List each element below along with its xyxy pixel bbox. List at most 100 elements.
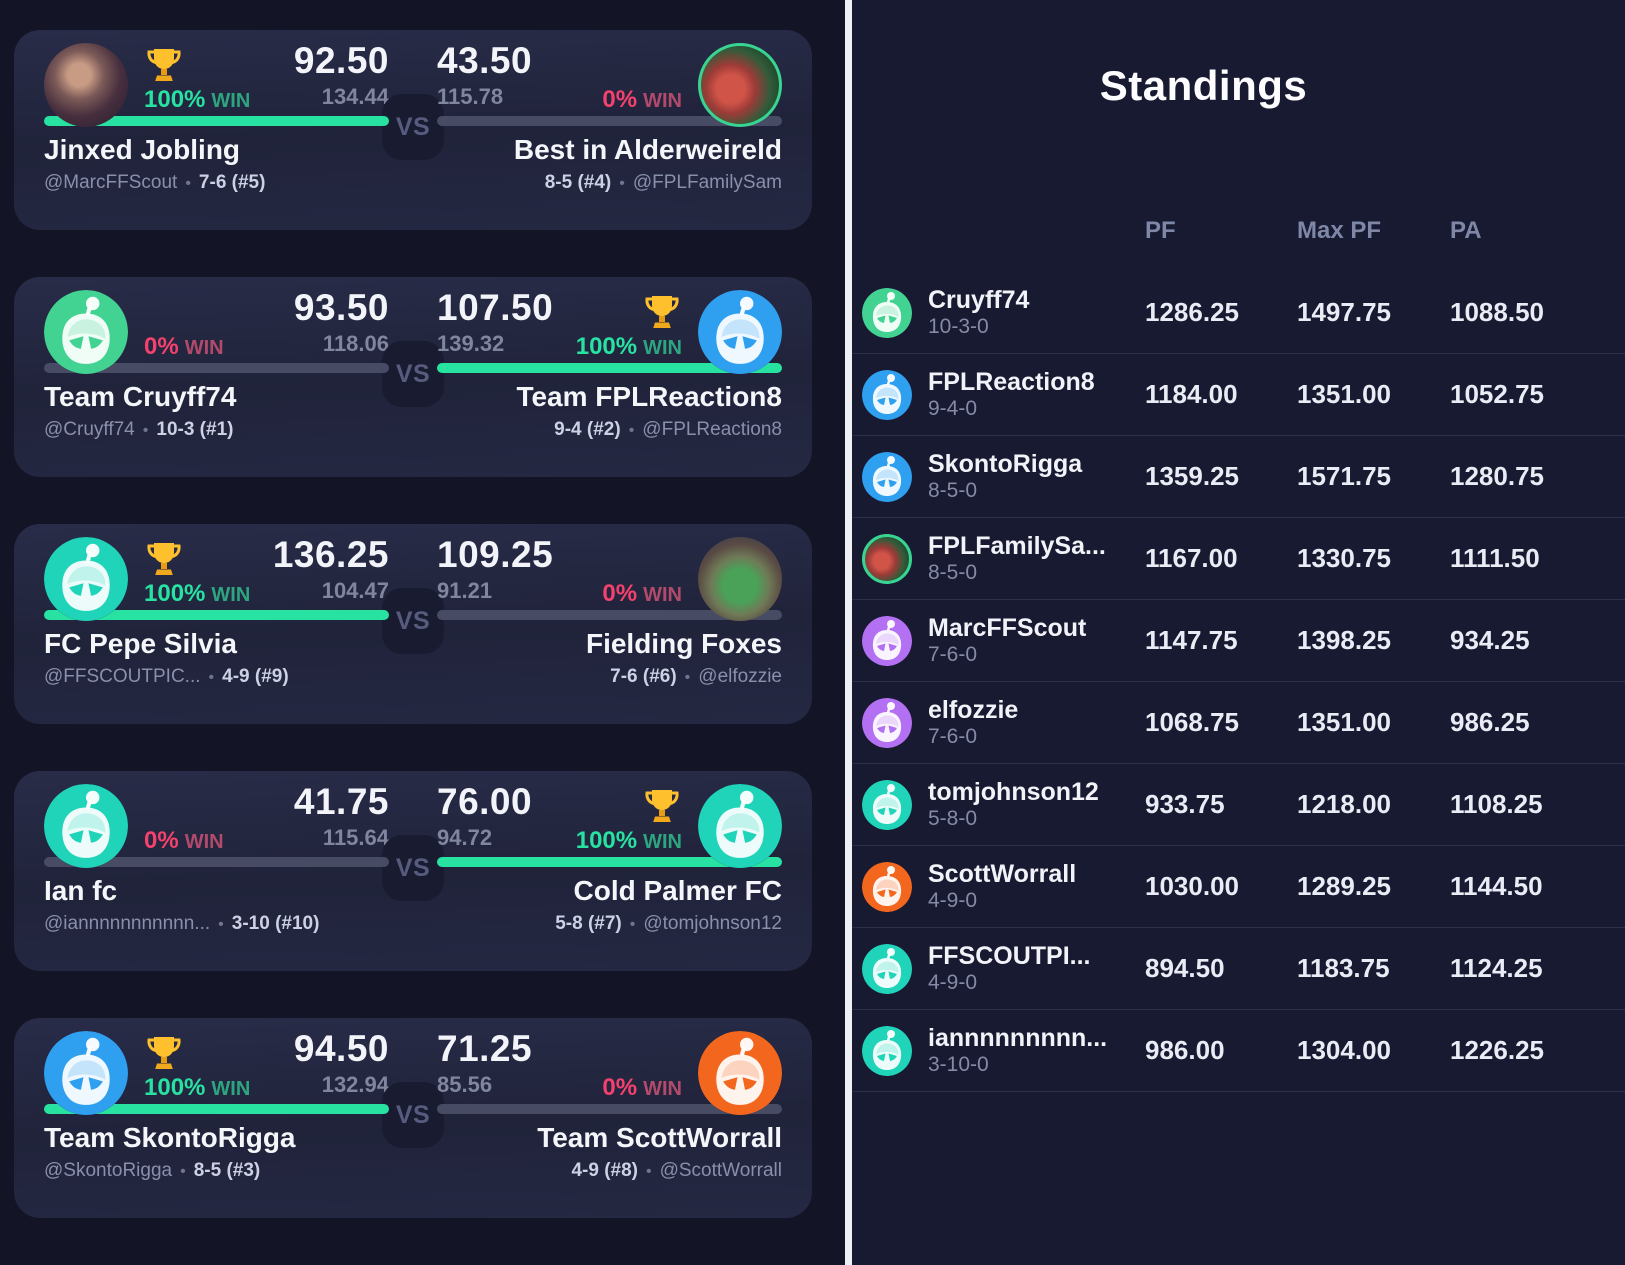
matchup-team-right[interactable]: 0% WIN 43.50 115.78 Best in Alderweireld … [437, 30, 782, 230]
matchup-team-right[interactable]: 0% WIN 109.25 91.21 Fielding Foxes 7-6 (#… [437, 524, 782, 724]
max-pf-value: 1351.00 [1297, 707, 1391, 737]
win-probability-bar [44, 1104, 389, 1114]
team-name: Ian fc [44, 875, 118, 906]
separator-dot: • [645, 1163, 652, 1180]
win-probability-bar [437, 116, 782, 126]
projected-score: 139.32 [437, 331, 505, 356]
team-name: FC Pepe Silvia [44, 628, 237, 659]
standings-row[interactable]: iannnnnnnnn... 3-10-0 986.00 1304.00 122… [852, 1010, 1625, 1092]
standings-title: Standings [1099, 62, 1308, 109]
win-probability-block: 100% WIN [576, 785, 682, 855]
standings-team-cell: ScottWorrall 4-9-0 [862, 860, 1145, 913]
projected-score: 104.47 [321, 578, 389, 603]
trophy-icon [642, 785, 682, 825]
matchup-center: VS [382, 1018, 444, 1218]
vs-badge: VS [382, 94, 444, 160]
matchup-team-left[interactable]: 100% WIN 92.50 134.44 Jinxed Jobling @Mar… [44, 30, 389, 230]
separator-dot: • [218, 916, 224, 933]
win-probability-bar [437, 610, 782, 620]
matchup-team-right[interactable]: 100% WIN 76.00 94.72 Cold Palmer FC 5-8 (… [437, 771, 782, 971]
team-handle: @Cruyff74 [44, 419, 135, 440]
standings-row[interactable]: elfozzie 7-6-0 1068.75 1351.00 986.25 [852, 682, 1625, 764]
matchup-card[interactable]: 100% WIN 136.25 104.47 FC Pepe Silvia @FF… [14, 524, 812, 724]
standings-team-cell: FPLReaction8 9-4-0 [862, 368, 1145, 421]
team-record: 4-9 (#8) [571, 1160, 638, 1181]
pf-value: 933.75 [1145, 789, 1225, 819]
win-probability-block: 100% WIN [144, 1032, 250, 1102]
vs-badge: VS [382, 341, 444, 407]
team-record: 8-5-0 [928, 561, 978, 584]
matchup-card[interactable]: 0% WIN 93.50 118.06 Team Cruyff74 @Cruyff… [14, 277, 812, 477]
pa-value: 1111.50 [1450, 543, 1540, 573]
matchup-team-left[interactable]: 100% WIN 136.25 104.47 FC Pepe Silvia @FF… [44, 524, 389, 724]
live-score: 92.50 [293, 40, 389, 81]
separator-dot: • [142, 422, 149, 439]
team-name: Team Cruyff74 [44, 381, 237, 412]
live-score: 41.75 [293, 781, 389, 822]
team-meta: 8-5 (#4) • @FPLFamilySam [437, 172, 782, 194]
standings-row[interactable]: FPLReaction8 9-4-0 1184.00 1351.00 1052.… [852, 354, 1625, 436]
pf-value: 986.00 [1145, 1035, 1225, 1065]
team-name: tomjohnson12 [928, 778, 1099, 806]
standings-team-cell: FPLFamilySa... 8-5-0 [862, 532, 1145, 585]
team-avatar [862, 861, 912, 912]
win-probability-bar [437, 857, 782, 867]
standings-header-row: PF Max PF PA [852, 216, 1625, 246]
separator-dot: • [180, 1163, 186, 1180]
matchup-team-left[interactable]: 100% WIN 94.50 132.94 Team SkontoRigga @S… [44, 1018, 389, 1218]
live-score: 76.00 [437, 781, 533, 822]
score-block: 107.50 139.32 [437, 288, 553, 357]
pf-value: 894.50 [1145, 953, 1225, 983]
win-probability-bar [437, 363, 782, 373]
standings-row[interactable]: FPLFamilySa... 8-5-0 1167.00 1330.75 111… [852, 518, 1625, 600]
live-score: 94.50 [293, 1028, 389, 1069]
score-block: 93.50 118.06 [294, 288, 389, 357]
team-record: 5-8-0 [928, 807, 978, 830]
team-handle: @FPLReaction8 [642, 419, 782, 440]
standings-header-pf: PF [1145, 217, 1176, 244]
matchup-team-right[interactable]: 100% WIN 107.50 139.32 Team FPLReaction8 … [437, 277, 782, 477]
team-handle: @FFSCOUTPIC... [44, 666, 201, 687]
team-avatar [862, 287, 912, 338]
win-probability-bar [44, 363, 389, 373]
team-handle: @elfozzie [698, 666, 782, 687]
team-record: 10-3-0 [928, 315, 989, 338]
matchup-center: VS [382, 524, 444, 724]
matchup-team-right[interactable]: 0% WIN 71.25 85.56 Team ScottWorrall 4-9 … [437, 1018, 782, 1218]
team-handle: @ScottWorrall [659, 1160, 782, 1181]
matchup-card[interactable]: 100% WIN 94.50 132.94 Team SkontoRigga @S… [14, 1018, 812, 1218]
win-probability-block: 100% WIN [144, 44, 250, 114]
score-block: 71.25 85.56 [437, 1029, 532, 1098]
score-block: 109.25 91.21 [437, 535, 553, 604]
live-score: 136.25 [272, 534, 389, 575]
matchup-card[interactable]: 100% WIN 92.50 134.44 Jinxed Jobling @Mar… [14, 30, 812, 230]
matchup-team-left[interactable]: 0% WIN 41.75 115.64 Ian fc @iannnnnnnnnnn… [44, 771, 389, 971]
standings-row[interactable]: FFSCOUTPI... 4-9-0 894.50 1183.75 1124.2… [852, 928, 1625, 1010]
team-avatar [862, 533, 912, 584]
standings-row[interactable]: MarcFFScout 7-6-0 1147.75 1398.25 934.25 [852, 600, 1625, 682]
vs-badge: VS [382, 1082, 444, 1148]
max-pf-value: 1183.75 [1297, 953, 1390, 983]
standings-row[interactable]: Cruyff74 10-3-0 1286.25 1497.75 1088.50 [852, 272, 1625, 354]
team-record: 8-5-0 [928, 479, 978, 502]
win-percentage: 0% WIN [602, 86, 682, 113]
standings-row[interactable]: ScottWorrall 4-9-0 1030.00 1289.25 1144.… [852, 846, 1625, 928]
max-pf-value: 1218.00 [1297, 789, 1391, 819]
team-record: 7-6-0 [928, 643, 978, 666]
standings-row[interactable]: tomjohnson12 5-8-0 933.75 1218.00 1108.2… [852, 764, 1625, 846]
trophy-icon [144, 538, 184, 578]
score-block: 92.50 134.44 [294, 41, 389, 110]
standings-team-cell: tomjohnson12 5-8-0 [862, 778, 1145, 831]
max-pf-value: 1289.25 [1297, 871, 1391, 901]
matchup-card[interactable]: 0% WIN 41.75 115.64 Ian fc @iannnnnnnnnnn… [14, 771, 812, 971]
projected-score: 91.21 [437, 578, 493, 603]
pa-value: 1088.50 [1450, 297, 1544, 327]
win-probability-block: 0% WIN [144, 785, 224, 855]
team-name: Cruyff74 [928, 286, 1030, 314]
win-probability-block: 100% WIN [576, 291, 682, 361]
separator-dot: • [208, 669, 215, 686]
max-pf-value: 1330.75 [1297, 543, 1391, 573]
standings-team-cell: elfozzie 7-6-0 [862, 696, 1145, 749]
standings-row[interactable]: SkontoRigga 8-5-0 1359.25 1571.75 1280.7… [852, 436, 1625, 518]
matchup-team-left[interactable]: 0% WIN 93.50 118.06 Team Cruyff74 @Cruyff… [44, 277, 389, 477]
